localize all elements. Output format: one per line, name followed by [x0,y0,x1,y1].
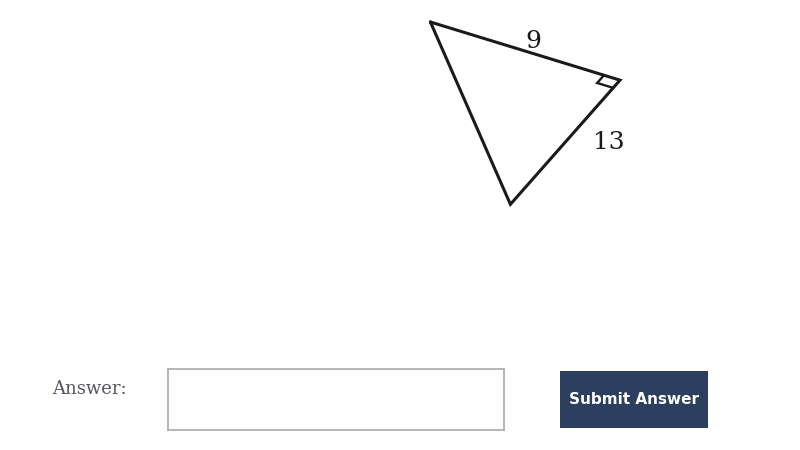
Text: Answer:: Answer: [52,380,126,398]
Text: 13: 13 [594,131,625,154]
Text: 9: 9 [526,30,541,53]
Text: Submit Answer: Submit Answer [569,392,699,407]
